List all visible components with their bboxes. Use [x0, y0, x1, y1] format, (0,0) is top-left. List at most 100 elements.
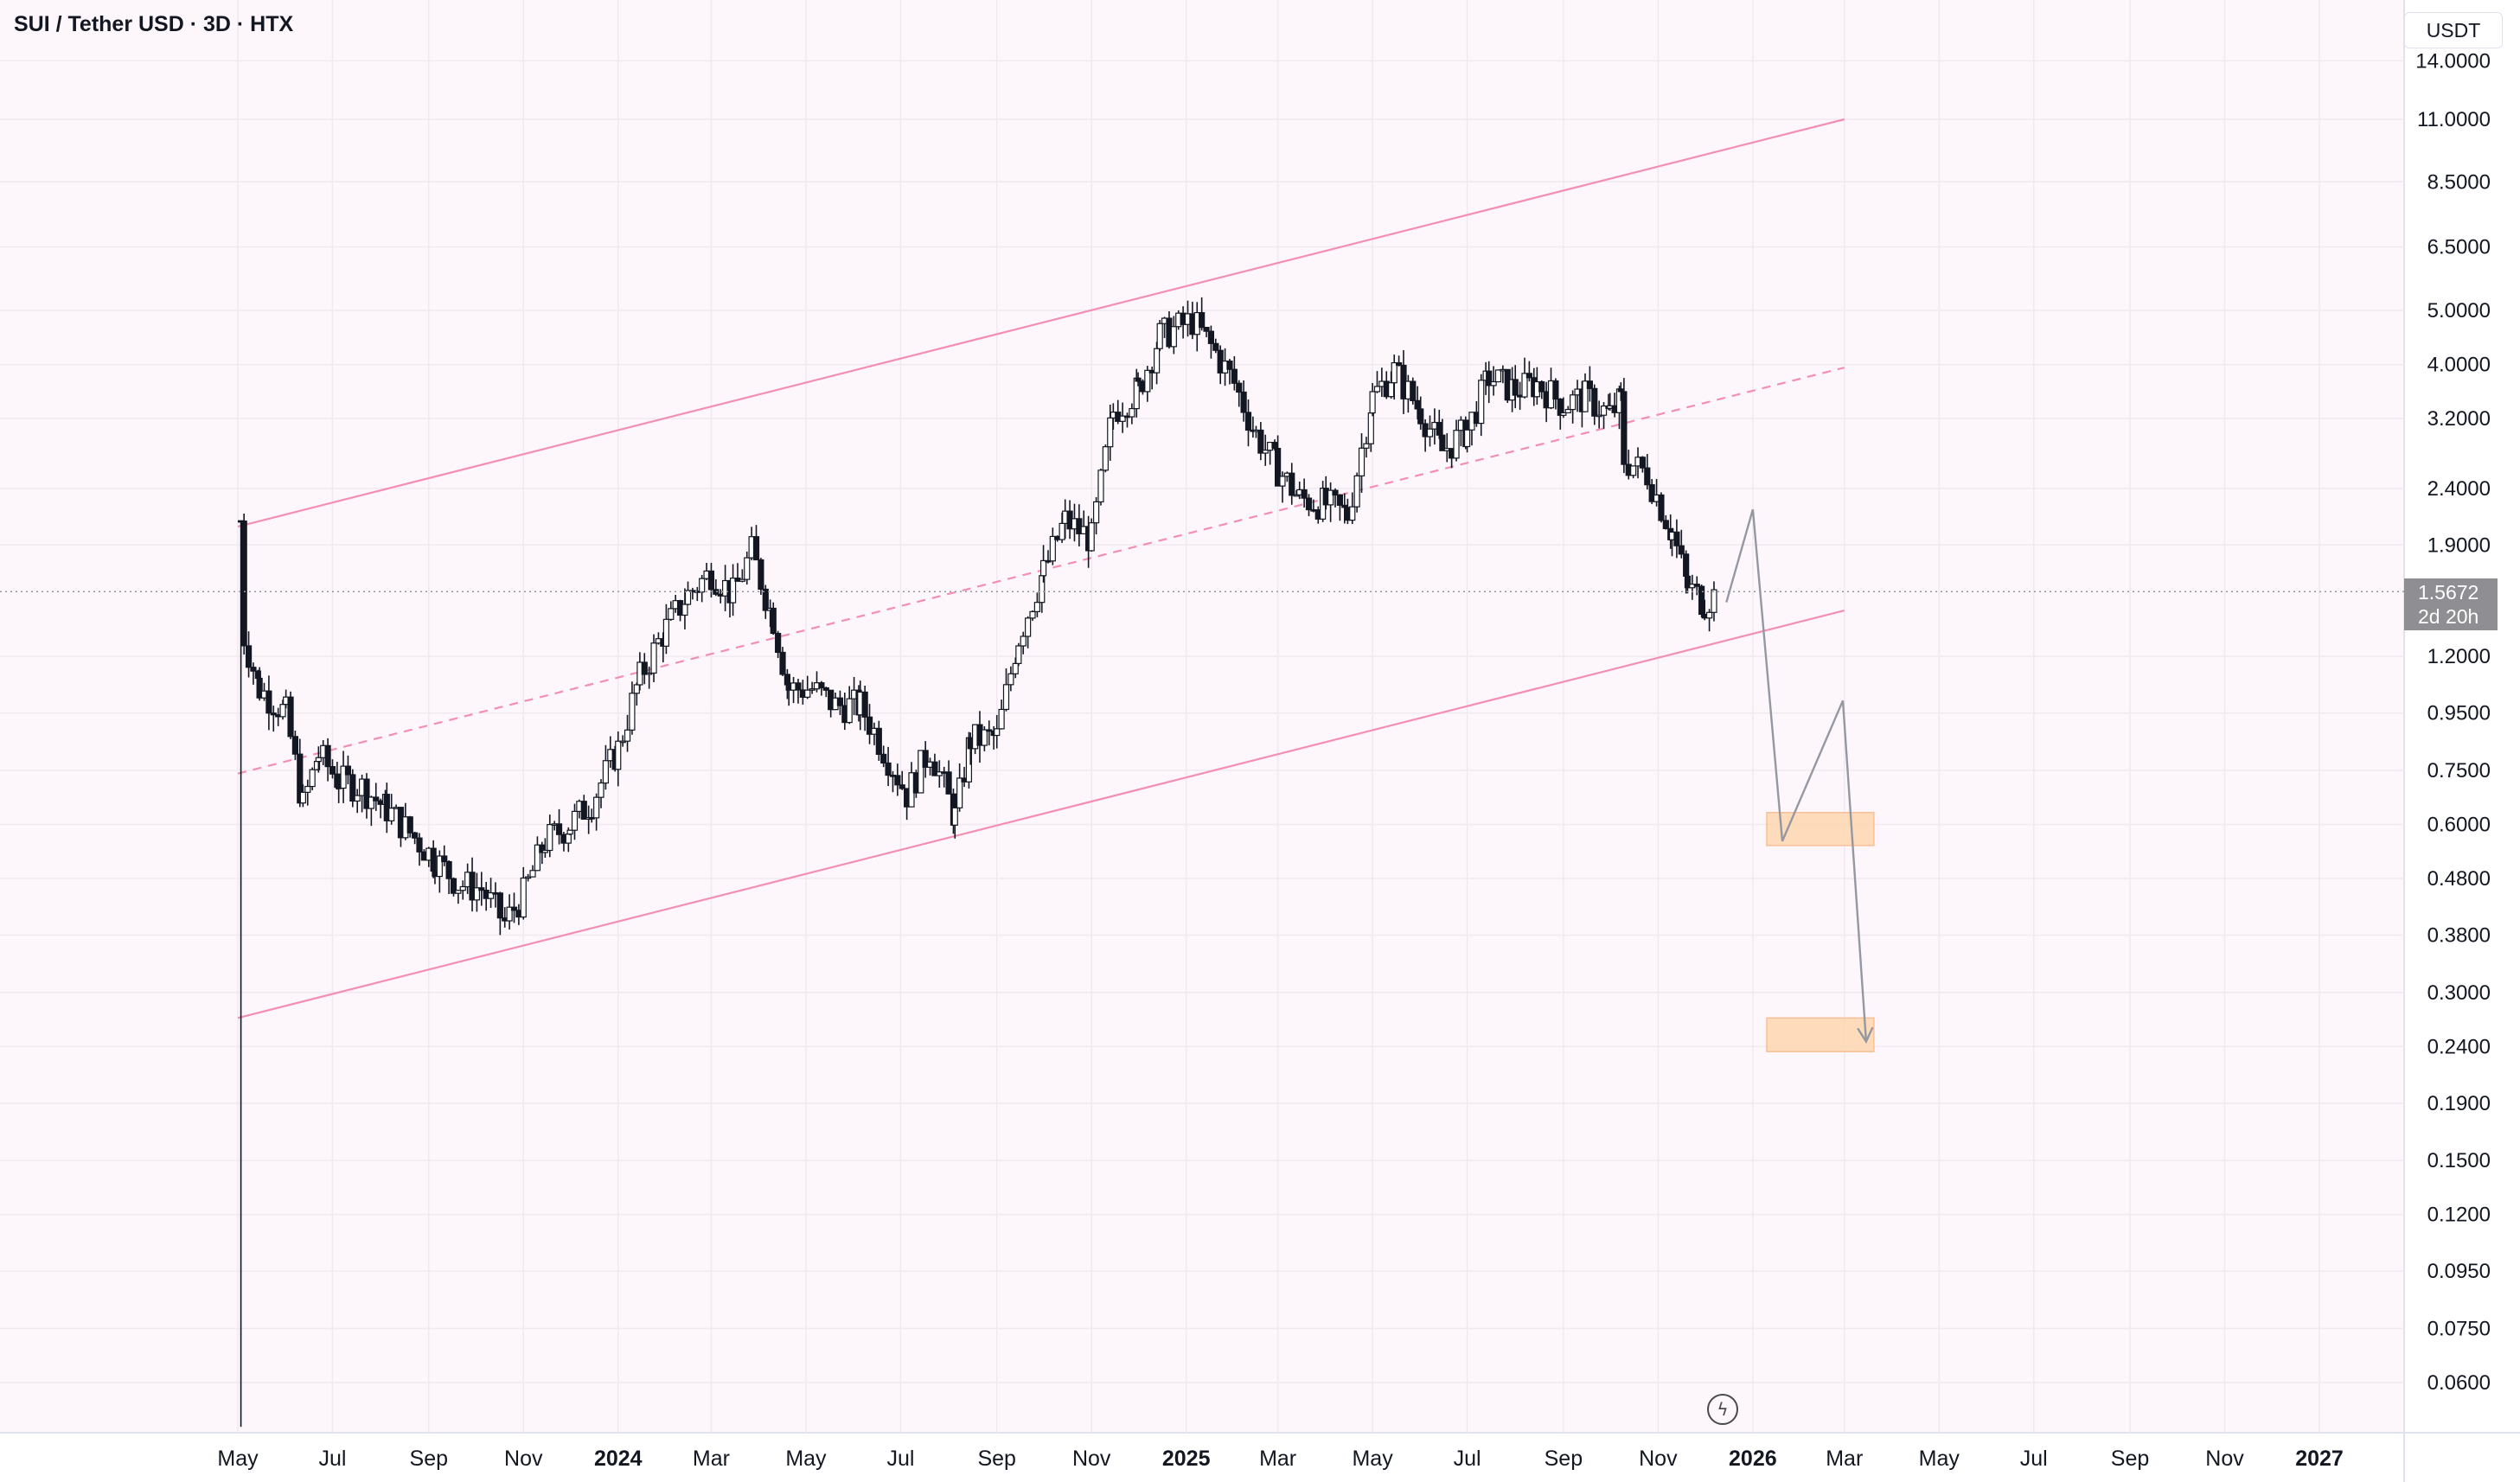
y-tick-label: 0.1200 [2427, 1204, 2491, 1227]
candle-body [315, 757, 322, 763]
candle-body [1002, 684, 1010, 711]
candle-body [668, 608, 675, 620]
candle-body [836, 697, 844, 706]
candle-body [473, 887, 481, 901]
candle-body [1349, 506, 1356, 521]
x-tick-label: Jul [319, 1447, 347, 1471]
candle-body [918, 750, 924, 794]
x-tick-label: May [1352, 1447, 1393, 1471]
candle-body [707, 570, 715, 591]
candle-body [633, 684, 640, 694]
candle-countdown: 2d 20h [2418, 605, 2479, 628]
candle-body [986, 729, 993, 732]
candle-body [1662, 520, 1669, 529]
candle-body [998, 708, 1005, 730]
candle-body [1212, 342, 1219, 351]
projection-arrowhead [1857, 1026, 1874, 1044]
candle-body [1279, 476, 1286, 487]
candle-body [1129, 407, 1135, 418]
candle-body [822, 687, 829, 691]
candle-body [598, 782, 604, 798]
candle-body [1591, 387, 1598, 417]
y-tick-label: 0.3000 [2427, 981, 2491, 1005]
candle-body [1240, 391, 1247, 413]
candle-body [1426, 428, 1434, 438]
candle-body [861, 691, 868, 718]
candle-body [1410, 380, 1417, 401]
candle-body [291, 736, 299, 755]
candle-body [641, 661, 648, 675]
candle-body [729, 578, 737, 604]
candle-body [459, 885, 466, 891]
candle-body [565, 834, 572, 844]
candle-body [1029, 610, 1036, 619]
candle-body [885, 762, 892, 776]
candle-body [1257, 429, 1264, 454]
candle-body [1560, 412, 1567, 416]
candle-body [1275, 448, 1282, 487]
candle-body [1391, 361, 1398, 384]
candle-body [1305, 497, 1313, 511]
candle-body [795, 682, 802, 691]
flash-icon[interactable]: ϟ [1707, 1394, 1738, 1425]
candle-body [1007, 673, 1014, 686]
candle-body [1373, 386, 1381, 393]
candle-body [1658, 494, 1665, 521]
candle-body [496, 892, 503, 919]
candle-body [309, 769, 316, 788]
candle-body [1049, 535, 1056, 562]
candle-body [1226, 361, 1233, 370]
candle-body [534, 844, 541, 872]
candle-body [936, 771, 943, 776]
candle-body [1396, 361, 1403, 367]
candle-body [1490, 380, 1497, 386]
currency-button[interactable]: USDT [2404, 12, 2503, 48]
candle-body [487, 891, 495, 899]
x-tick-label: Sep [1545, 1447, 1583, 1471]
candle-body [1494, 369, 1502, 383]
candle-body [875, 727, 882, 756]
x-tick-label: May [1919, 1447, 1960, 1471]
candle-body [368, 796, 374, 809]
candle-body [1156, 323, 1163, 349]
candle-body [804, 689, 811, 698]
candle-body [1698, 585, 1705, 616]
candle-body [1332, 489, 1339, 496]
candle-body [1369, 391, 1376, 414]
chart-title: SUI / Tether USD · 3D · HTX [14, 12, 294, 36]
candle-body [1203, 327, 1210, 332]
candle-body [520, 877, 527, 918]
candle-body [1463, 429, 1471, 448]
candle-body [775, 632, 782, 654]
candle-body [1059, 522, 1065, 540]
candle-body [1336, 494, 1343, 506]
candle-body [571, 810, 579, 831]
candle-body [1673, 531, 1680, 546]
candle-body [1119, 415, 1126, 422]
price-axis-background [2404, 0, 2520, 1482]
candle-body [506, 906, 513, 922]
candle-body [699, 578, 706, 593]
candle-body [287, 696, 294, 738]
candle-body [1033, 602, 1040, 612]
candle-body [436, 855, 443, 878]
x-tick-label: Sep [2111, 1447, 2149, 1471]
candle-body [744, 557, 751, 580]
candle-body [1327, 489, 1334, 506]
candle-body [450, 878, 457, 894]
candle-body [256, 677, 263, 699]
candle-body [1015, 645, 1022, 664]
candle-body [406, 816, 413, 834]
candle-body [329, 766, 336, 775]
candle-body [1135, 377, 1142, 382]
candle-body [1678, 545, 1685, 555]
candle-body [1363, 443, 1370, 449]
candle-body [931, 761, 938, 776]
x-tick-label: Mar [1826, 1447, 1863, 1471]
candle-body [1097, 470, 1104, 503]
candle-body [1301, 489, 1308, 499]
candle-body [1236, 382, 1243, 393]
candle-body [1092, 501, 1100, 524]
candle-body [510, 906, 518, 911]
